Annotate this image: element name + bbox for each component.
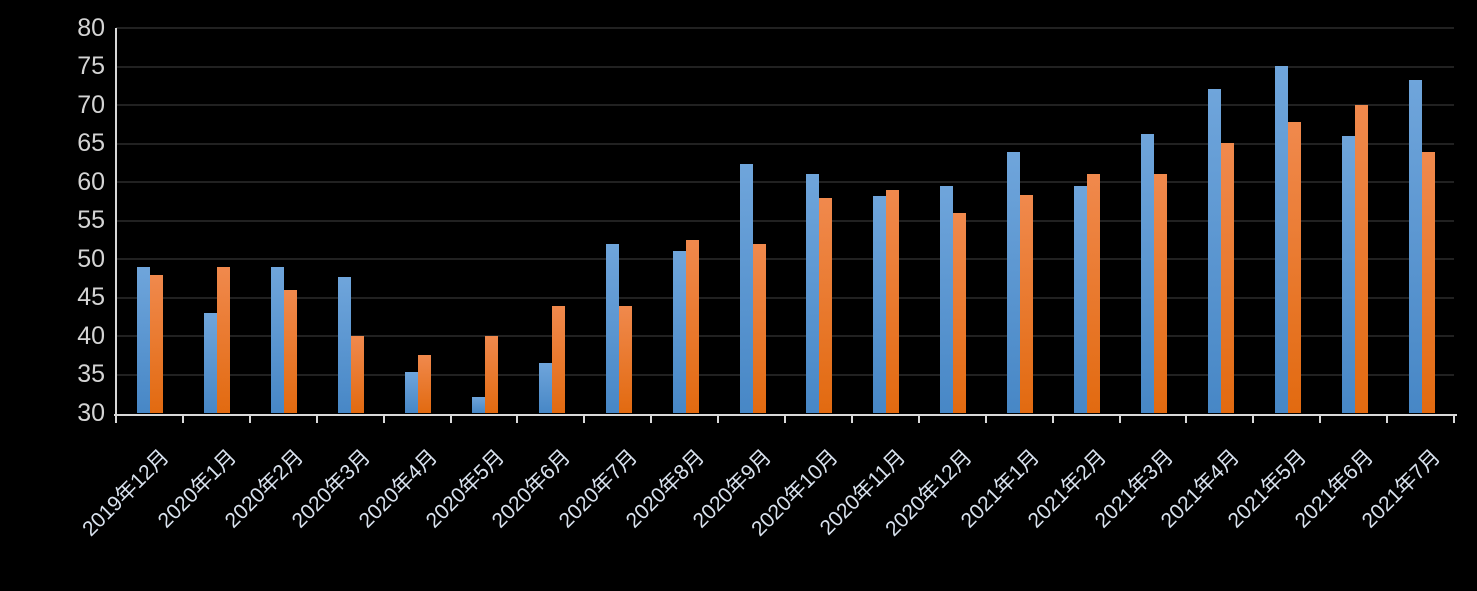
- bar-orange: [953, 213, 967, 414]
- x-axis-tick: [1051, 415, 1054, 423]
- bar-blue: [1341, 135, 1355, 414]
- x-axis-tick-label: 2019年12月: [78, 445, 175, 541]
- bar-orange: [150, 274, 164, 414]
- bar-orange: [819, 197, 833, 414]
- bar-orange: [1020, 194, 1034, 414]
- y-axis-tick-label: 55: [77, 206, 105, 235]
- bar-orange: [1220, 142, 1234, 414]
- bar-blue: [471, 396, 485, 414]
- bar-orange: [551, 305, 565, 414]
- x-axis-tick: [850, 415, 853, 423]
- gridline: [116, 27, 1454, 29]
- y-axis-tick-label: 30: [77, 399, 105, 427]
- bar-blue: [1074, 186, 1088, 414]
- bar-blue: [605, 243, 619, 414]
- bar-orange: [1354, 105, 1368, 414]
- bar-blue: [739, 163, 753, 414]
- bar-orange: [685, 240, 699, 414]
- x-axis-tick: [1185, 415, 1188, 423]
- gridline: [116, 258, 1454, 261]
- bar-blue: [806, 174, 820, 414]
- y-axis-tick-label: 75: [77, 52, 105, 81]
- bar-blue: [1207, 88, 1221, 414]
- gridline: [116, 181, 1454, 184]
- bar-orange: [1287, 122, 1301, 414]
- y-axis-tick-label: 80: [77, 13, 105, 42]
- bar-blue: [1007, 152, 1021, 414]
- x-axis-tick: [583, 415, 586, 423]
- bar-blue: [204, 313, 218, 414]
- bar-blue: [1140, 134, 1154, 414]
- bar-orange: [618, 305, 632, 414]
- bar-orange: [217, 267, 231, 414]
- x-axis-tick: [917, 415, 920, 423]
- bar-orange: [886, 189, 900, 414]
- x-axis-tick: [984, 415, 987, 423]
- gridline: [116, 219, 1454, 222]
- bar-blue: [405, 371, 419, 414]
- x-axis-tick: [315, 415, 318, 423]
- gridline: [116, 296, 1454, 299]
- gridline: [116, 142, 1454, 145]
- y-axis-tick-label: 50: [77, 244, 105, 273]
- y-axis-tick-label: 35: [77, 360, 105, 389]
- x-axis-tick: [1386, 415, 1389, 423]
- bar-blue: [338, 277, 352, 414]
- x-axis-tick: [181, 415, 184, 423]
- gridline: [116, 104, 1454, 107]
- bar-blue: [538, 362, 552, 414]
- y-axis-tick-label: 40: [77, 321, 105, 350]
- x-axis-line: [114, 413, 1457, 416]
- y-axis-tick-label: 45: [77, 283, 105, 312]
- x-axis-tick: [382, 415, 385, 423]
- bar-blue: [1274, 65, 1288, 414]
- bar-blue: [271, 267, 285, 414]
- bar-orange: [1421, 152, 1435, 414]
- bar-orange: [484, 336, 498, 414]
- x-axis-tick: [650, 415, 653, 423]
- bar-blue: [940, 186, 954, 414]
- gridline: [116, 335, 1454, 338]
- x-axis-tick: [717, 415, 720, 423]
- bar-blue: [137, 267, 151, 414]
- x-axis-tick: [449, 415, 452, 423]
- gridline: [116, 65, 1454, 68]
- y-axis-tick-label: 60: [77, 167, 105, 196]
- gridline: [116, 373, 1454, 376]
- bar-orange: [752, 243, 766, 414]
- y-axis-line: [115, 28, 117, 423]
- bar-orange: [1087, 174, 1101, 414]
- y-axis-tick-label: 70: [77, 90, 105, 119]
- x-axis-tick: [248, 415, 251, 423]
- bar-orange: [351, 336, 365, 414]
- bar-blue: [873, 196, 887, 414]
- bar-orange: [284, 290, 298, 414]
- x-axis-tick: [1118, 415, 1121, 423]
- x-axis-tick: [516, 415, 519, 423]
- bar-blue: [672, 250, 686, 414]
- bar-orange: [1153, 174, 1167, 414]
- x-axis-tick: [1252, 415, 1255, 423]
- x-axis-tick: [1453, 415, 1455, 423]
- x-axis-tick: [784, 415, 786, 423]
- bar-orange: [418, 354, 432, 414]
- x-axis-tick: [1319, 415, 1322, 423]
- bar-blue: [1408, 79, 1422, 414]
- y-axis-tick-label: 65: [77, 129, 105, 158]
